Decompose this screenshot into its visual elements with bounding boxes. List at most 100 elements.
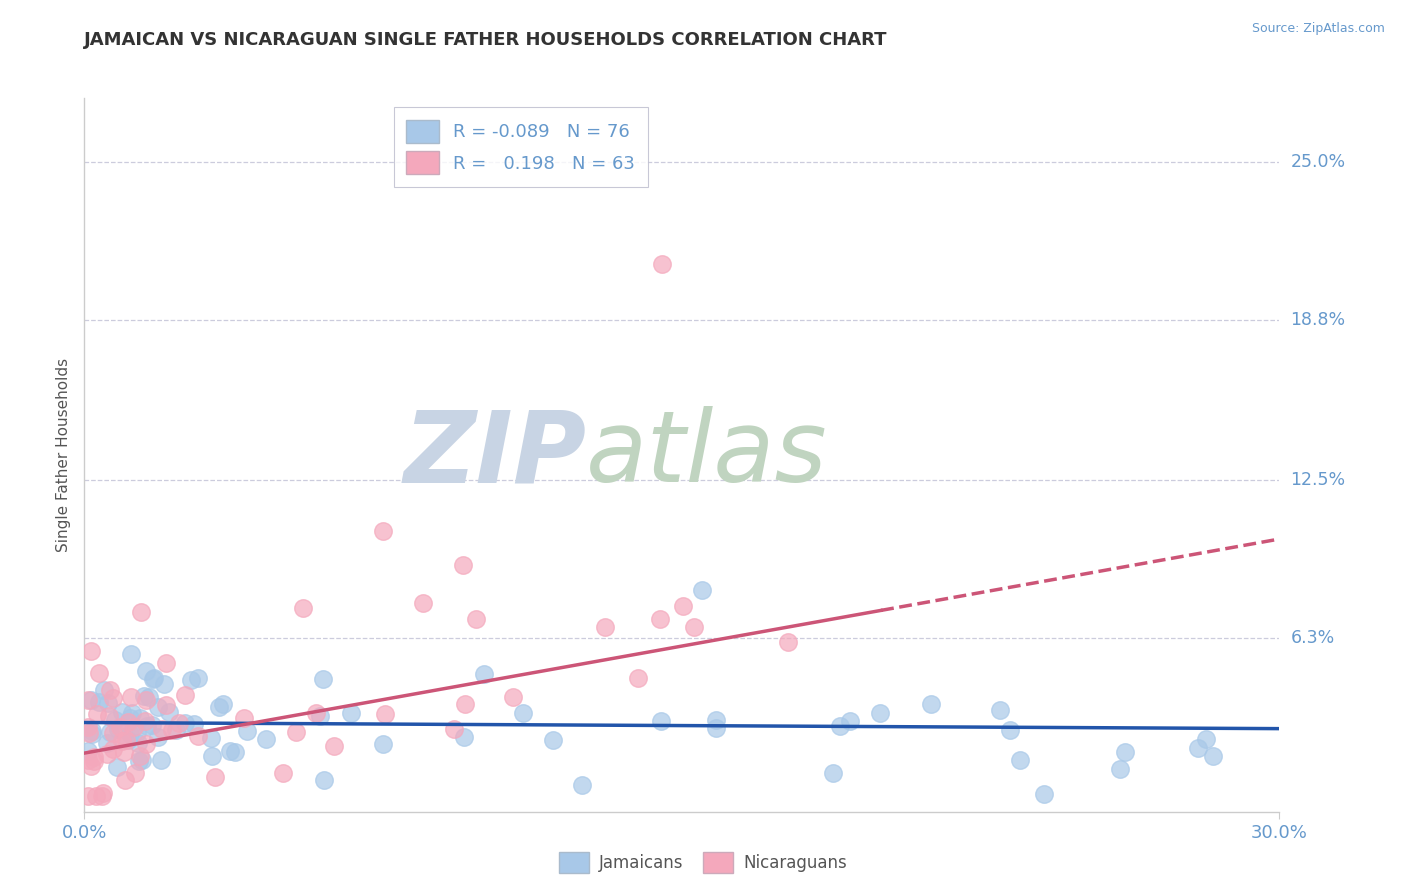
Point [211, 697, 233, 711]
Point [77, 789, 100, 804]
Point [174, 688, 197, 702]
Point [124, 766, 146, 780]
Point [233, 711, 256, 725]
Text: ZIP: ZIP [404, 407, 586, 503]
Point [219, 744, 242, 758]
Point [235, 724, 257, 739]
Point [135, 693, 157, 707]
Point [706, 721, 728, 735]
Point [114, 772, 136, 787]
Point [304, 706, 326, 720]
Point [200, 731, 222, 746]
Point [84, 789, 107, 804]
Point [1195, 732, 1218, 747]
Point [93, 683, 115, 698]
Point [309, 709, 332, 723]
Point [110, 733, 132, 747]
Point [312, 672, 335, 686]
Point [292, 600, 315, 615]
Point [627, 672, 650, 686]
Point [183, 717, 205, 731]
Point [988, 703, 1011, 717]
Point [651, 257, 673, 271]
Point [682, 620, 704, 634]
Point [128, 748, 150, 763]
Point [271, 765, 294, 780]
Point [128, 711, 150, 725]
Point [167, 715, 190, 730]
Point [187, 729, 209, 743]
Point [127, 725, 149, 739]
Point [472, 667, 495, 681]
Point [98, 682, 121, 697]
Point [650, 612, 672, 626]
Text: Source: ZipAtlas.com: Source: ZipAtlas.com [1251, 22, 1385, 36]
Text: JAMAICAN VS NICARAGUAN SINGLE FATHER HOUSEHOLDS CORRELATION CHART: JAMAICAN VS NICARAGUAN SINGLE FATHER HOU… [84, 31, 887, 49]
Point [115, 733, 138, 747]
Point [136, 718, 159, 732]
Point [512, 706, 534, 721]
Point [77, 744, 100, 758]
Point [121, 706, 143, 720]
Point [201, 749, 224, 764]
Point [778, 635, 800, 649]
Point [135, 737, 157, 751]
Point [117, 715, 139, 730]
Point [157, 705, 180, 719]
Point [86, 706, 108, 721]
Point [502, 690, 524, 705]
Point [454, 698, 477, 712]
Point [165, 723, 187, 737]
Point [129, 605, 152, 619]
Point [155, 656, 177, 670]
Point [77, 720, 100, 734]
Point [120, 690, 142, 704]
Point [142, 671, 165, 685]
Point [135, 664, 157, 678]
Point [152, 677, 174, 691]
Point [150, 722, 173, 736]
Point [155, 698, 177, 712]
Point [96, 747, 118, 762]
Point [142, 673, 165, 687]
Point [103, 742, 125, 756]
Point [80, 724, 103, 739]
Point [690, 582, 713, 597]
Point [117, 733, 139, 747]
Point [131, 753, 153, 767]
Point [1114, 745, 1136, 759]
Point [91, 789, 114, 804]
Point [1008, 753, 1031, 767]
Point [443, 723, 465, 737]
Point [340, 706, 363, 721]
Point [77, 693, 100, 707]
Text: 25.0%: 25.0% [1291, 153, 1346, 171]
Point [541, 733, 564, 747]
Point [111, 705, 134, 719]
Point [87, 695, 110, 709]
Point [571, 778, 593, 792]
Point [284, 724, 307, 739]
Point [451, 558, 474, 572]
Point [120, 711, 142, 725]
Point [104, 713, 127, 727]
Point [1108, 762, 1130, 776]
Point [80, 693, 103, 707]
Point [83, 754, 105, 768]
Point [593, 619, 616, 633]
Point [706, 713, 728, 727]
Point [103, 691, 125, 706]
Text: 18.8%: 18.8% [1291, 310, 1346, 329]
Point [224, 745, 246, 759]
Y-axis label: Single Father Households: Single Father Households [56, 358, 72, 552]
Text: 12.5%: 12.5% [1291, 471, 1346, 490]
Point [823, 766, 845, 780]
Point [150, 753, 173, 767]
Point [127, 736, 149, 750]
Point [371, 524, 394, 539]
Point [1202, 748, 1225, 763]
Point [312, 772, 335, 787]
Point [97, 696, 120, 710]
Point [128, 754, 150, 768]
Legend: Jamaicans, Nicaraguans: Jamaicans, Nicaraguans [553, 846, 853, 880]
